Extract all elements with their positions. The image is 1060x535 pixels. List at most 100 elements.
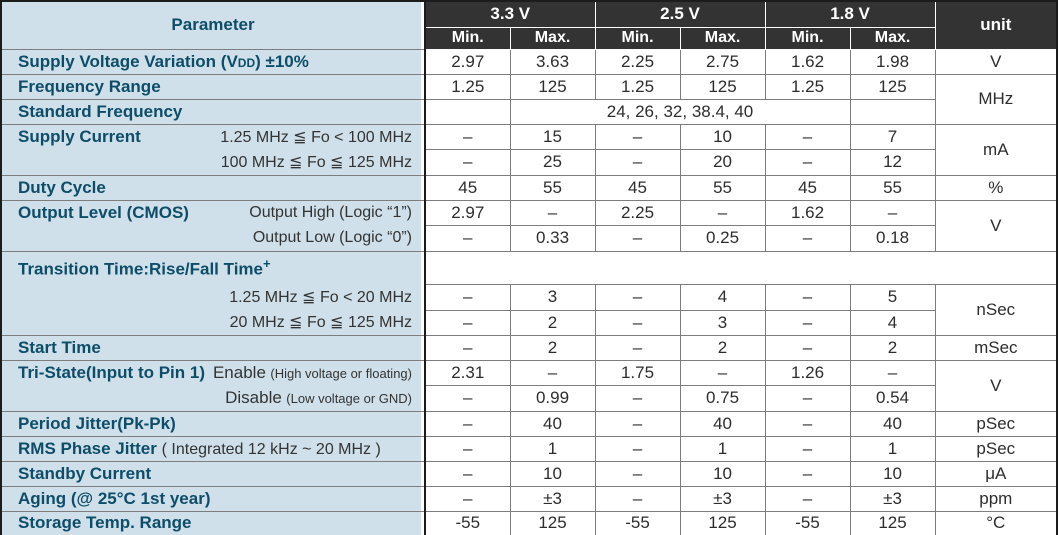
value-cell: 2.97 [424, 199, 511, 226]
value-cell: 0.25 [679, 225, 766, 252]
value-cell: 1.25 [764, 73, 851, 100]
value-cell: 40 [509, 410, 596, 437]
value-cell: 125 [849, 73, 936, 100]
value-cell: – [424, 149, 511, 176]
value-cell: 1.62 [764, 48, 851, 75]
value-cell: 2.25 [594, 199, 681, 226]
unit-cell: nSec [934, 283, 1058, 336]
value-cell: 125 [509, 510, 596, 535]
value-cell: – [764, 123, 851, 150]
value-cell: ±3 [509, 485, 596, 512]
value-cell: 10 [679, 123, 766, 150]
value-cell: – [424, 435, 511, 462]
unit-cell: pSec [934, 410, 1058, 437]
value-cell: 4 [849, 309, 936, 336]
param-cell: Transition Time:Rise/Fall Time+ 1.25 MHz… [0, 250, 426, 336]
value-cell: 0.54 [849, 385, 936, 412]
param-cell: Storage Temp. Range [0, 510, 426, 535]
vdd-subscript: DD [237, 55, 256, 70]
param-cell: Period Jitter(Pk-Pk) [0, 410, 426, 437]
value-cell: – [594, 460, 681, 487]
header-row-groups: Parameter 3.3 V 2.5 V 1.8 V unit [0, 0, 1058, 50]
value-cell: 55 [509, 174, 596, 201]
param-cell: Aging (@ 25°C 1st year) [0, 485, 426, 512]
value-cell: 2 [509, 309, 596, 336]
condition-label: Output High (Logic “1”) [249, 204, 412, 221]
empty-span-cell [425, 250, 1058, 285]
row-tri-state-enable: Tri-State(Input to Pin 1) Enable (High vo… [0, 359, 1058, 412]
standard-frequency-list: 24, 26, 32, 38.4, 40 [509, 98, 851, 125]
condition-label: 1.25 MHz ≦ Fo < 100 MHz [220, 129, 412, 146]
value-cell: -55 [764, 510, 851, 535]
row-aging: Aging (@ 25°C 1st year) – ±3 – ±3 – ±3 p… [0, 485, 1058, 512]
unit-cell: ppm [934, 485, 1058, 512]
value-cell: 2.97 [424, 48, 511, 75]
param-cell: Tri-State(Input to Pin 1) Enable (High vo… [0, 359, 426, 412]
value-cell: – [849, 359, 936, 386]
min-header: Min. [424, 26, 511, 50]
value-cell: 4 [679, 283, 766, 311]
value-cell: – [424, 123, 511, 150]
unit-cell: pSec [934, 435, 1058, 462]
value-cell: 3 [679, 309, 766, 336]
value-cell: 2 [679, 334, 766, 361]
condition-label: 100 MHz ≦ Fo ≦ 125 MHz [220, 154, 412, 171]
value-cell: 7 [849, 123, 936, 150]
value-cell: – [424, 385, 511, 412]
condition-label: 20 MHz ≦ Fo ≦ 125 MHz [229, 314, 412, 331]
value-cell: 1.75 [594, 359, 681, 386]
empty-cell [849, 98, 936, 125]
row-transition-time-1: – 3 – 4 – 5 nSec [1, 283, 1058, 336]
param-cell: Duty Cycle [0, 174, 426, 201]
unit-cell: MHz [934, 73, 1058, 125]
value-cell: – [594, 385, 681, 412]
row-period-jitter: Period Jitter(Pk-Pk) – 40 – 40 – 40 pSec [0, 410, 1058, 437]
row-frequency-range: Frequency Range 1.25 125 1.25 125 1.25 1… [0, 73, 1058, 125]
value-cell: 1.25 [594, 73, 681, 100]
row-transition-time-label: Transition Time:Rise/Fall Time+ 1.25 MHz… [0, 250, 1058, 336]
integration-range-note: ( Integrated 12 kHz ~ 20 MHz ) [161, 440, 381, 458]
row-supply-current-1: Supply Current 1.25 MHz ≦ Fo < 100 MHz 10… [0, 123, 1058, 176]
value-cell: 1.26 [764, 359, 851, 386]
condition-label: 1.25 MHz ≦ Fo < 20 MHz [229, 289, 412, 306]
value-cell: – [849, 199, 936, 226]
value-cell: – [594, 123, 681, 150]
value-cell: 1.25 [424, 73, 511, 100]
value-cell: – [509, 199, 596, 226]
value-cell: 125 [509, 73, 596, 100]
value-cell: 5 [849, 283, 936, 311]
unit-cell: mA [934, 123, 1058, 176]
param-cell: RMS Phase Jitter ( Integrated 12 kHz ~ 2… [0, 435, 426, 462]
row-rms-phase-jitter: RMS Phase Jitter ( Integrated 12 kHz ~ 2… [0, 435, 1058, 462]
value-cell: 55 [849, 174, 936, 201]
row-duty-cycle: Duty Cycle 45 55 45 55 45 55 % [0, 174, 1058, 201]
condition-label: Enable (High voltage or floating) [212, 363, 412, 382]
value-cell: -55 [594, 510, 681, 535]
value-cell: 10 [679, 460, 766, 487]
value-cell: – [764, 385, 851, 412]
max-header: Max. [679, 26, 766, 50]
value-cell: 3.63 [509, 48, 596, 75]
value-cell: – [764, 334, 851, 361]
value-cell: – [764, 460, 851, 487]
value-cell: 25 [509, 149, 596, 176]
value-cell: – [679, 199, 766, 226]
unit-cell: % [934, 174, 1058, 201]
value-cell: -55 [424, 510, 511, 535]
unit-cell: μA [934, 460, 1058, 487]
row-supply-voltage-variation: Supply Voltage Variation (VDD) ±10% 2.97… [0, 48, 1058, 75]
min-header: Min. [594, 26, 681, 50]
value-cell: 40 [679, 410, 766, 437]
footnote-plus: + [263, 256, 271, 272]
header-row-minmax: Min. Max. Min. Max. Min. Max. [1, 26, 1057, 50]
value-cell: 45 [594, 174, 681, 201]
value-cell: – [594, 225, 681, 252]
empty-cell [424, 98, 511, 125]
value-cell: – [764, 309, 851, 336]
value-cell: 10 [849, 460, 936, 487]
value-cell: 2.75 [679, 48, 766, 75]
value-cell: 1.98 [849, 48, 936, 75]
value-cell: – [424, 309, 511, 336]
voltage-group-2v5: 2.5 V [594, 0, 766, 28]
